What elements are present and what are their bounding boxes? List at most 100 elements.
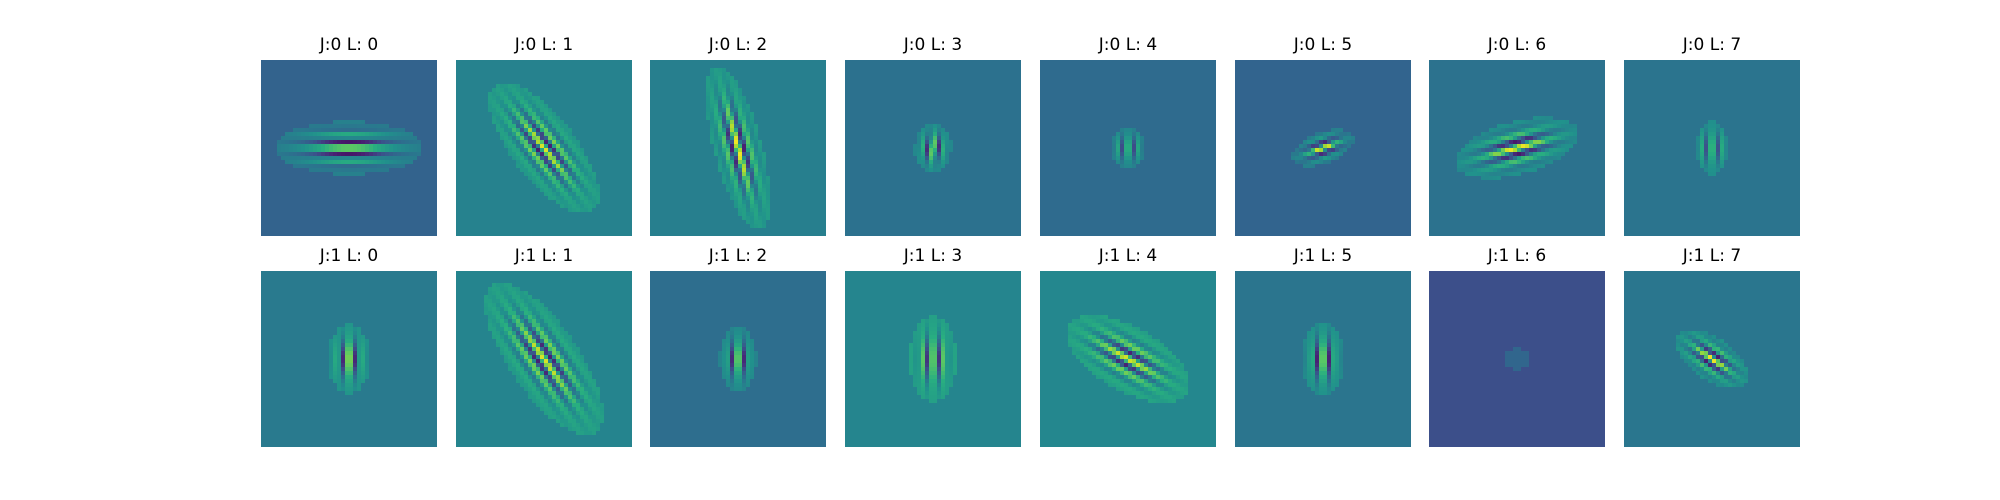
heatmap-cell [373, 136, 377, 140]
heatmap-cell [1716, 132, 1720, 136]
heatmap-cell [584, 196, 588, 200]
heatmap-cell [1100, 331, 1104, 335]
heatmap-cell [349, 383, 353, 387]
heatmap-cell [1124, 148, 1128, 152]
heatmap-cell [528, 156, 532, 160]
heatmap-cell [361, 363, 365, 367]
heatmap-cell [1704, 343, 1708, 347]
heatmap-cell [1104, 355, 1108, 359]
heatmap-cell [722, 96, 726, 100]
heatmap-cell [596, 419, 600, 423]
heatmap-cell [933, 323, 937, 327]
heatmap-cell [540, 184, 544, 188]
heatmap-cell [1708, 371, 1712, 375]
heatmap-cell [1724, 359, 1728, 363]
heatmap-cell [1080, 327, 1084, 331]
heatmap-cell [516, 148, 520, 152]
heatmap-cell [1311, 156, 1315, 160]
heatmap-cell [1124, 375, 1128, 379]
heatmap-cell [520, 371, 524, 375]
heatmap-cell [1319, 160, 1323, 164]
heatmap-cell [754, 128, 758, 132]
heatmap-cell [337, 379, 341, 383]
heatmap-cell [1343, 132, 1347, 136]
heatmap-cell [742, 204, 746, 208]
heatmap-cell [337, 387, 341, 391]
heatmap-cell [556, 419, 560, 423]
heatmap-cell [484, 303, 488, 307]
heatmap-cell [1716, 347, 1720, 351]
heatmap-cell [500, 116, 504, 120]
heatmap-cell [572, 148, 576, 152]
heatmap-cell [1477, 140, 1481, 144]
heatmap-cell [345, 383, 349, 387]
heatmap-cell [730, 108, 734, 112]
heatmap-cell [1501, 144, 1505, 148]
heatmap-cell [929, 128, 933, 132]
heatmap-cell [1152, 359, 1156, 363]
heatmap-cell [357, 379, 361, 383]
heatmap-svg [1040, 60, 1216, 236]
heatmap-cell [1720, 144, 1724, 148]
heatmap-cell [488, 307, 492, 311]
heatmap-cell [1724, 351, 1728, 355]
heatmap-cell [524, 108, 528, 112]
heatmap-svg [1235, 271, 1411, 447]
heatmap-cell [317, 128, 321, 132]
heatmap-cell [341, 124, 345, 128]
heatmap-cell [1549, 140, 1553, 144]
heatmap-cell [560, 124, 564, 128]
heatmap-cell [913, 363, 917, 367]
heatmap-cell [584, 363, 588, 367]
heatmap-cell [1092, 351, 1096, 355]
heatmap-cell [321, 140, 325, 144]
heatmap-cell [941, 375, 945, 379]
heatmap-cell [1704, 331, 1708, 335]
heatmap-cell [544, 347, 548, 351]
heatmap-cell [726, 80, 730, 84]
heatmap-cell [516, 311, 520, 315]
heatmap-cell [730, 343, 734, 347]
heatmap-cell [921, 367, 925, 371]
heatmap-cell [1140, 152, 1144, 156]
heatmap-cell [556, 335, 560, 339]
heatmap-cell [524, 92, 528, 96]
heatmap-cell [1088, 339, 1092, 343]
heatmap-cell [584, 204, 588, 208]
heatmap-cell [1112, 363, 1116, 367]
heatmap-cell [1712, 355, 1716, 359]
heatmap-cell [1319, 323, 1323, 327]
heatmap-cell [580, 204, 584, 208]
heatmap-cell [1108, 383, 1112, 387]
heatmap-cell [1112, 383, 1116, 387]
heatmap-cell [488, 291, 492, 295]
heatmap-cell [568, 335, 572, 339]
heatmap-cell [742, 100, 746, 104]
heatmap-cell [361, 124, 365, 128]
heatmap-cell [1323, 152, 1327, 156]
heatmap-cell [742, 192, 746, 196]
heatmap-cell [1481, 172, 1485, 176]
heatmap-cell [1315, 391, 1319, 395]
heatmap-cell [373, 148, 377, 152]
heatmap-cell [1104, 379, 1108, 383]
heatmap-cell [556, 192, 560, 196]
heatmap-cell [500, 120, 504, 124]
heatmap-cell [349, 367, 353, 371]
heatmap-cell [504, 96, 508, 100]
heatmap-cell [337, 148, 341, 152]
heatmap-cell [949, 140, 953, 144]
heatmap-cell [357, 144, 361, 148]
heatmap-cell [496, 104, 500, 108]
heatmap-cell [1501, 140, 1505, 144]
heatmap-cell [524, 351, 528, 355]
heatmap-cell [1128, 391, 1132, 395]
heatmap-cell [1323, 156, 1327, 160]
heatmap-cell [746, 208, 750, 212]
heatmap-cell [730, 96, 734, 100]
heatmap-cell [1148, 367, 1152, 371]
heatmap-cell [341, 128, 345, 132]
heatmap-cell [921, 319, 925, 323]
heatmap-cell [925, 124, 929, 128]
heatmap-cell [1084, 363, 1088, 367]
